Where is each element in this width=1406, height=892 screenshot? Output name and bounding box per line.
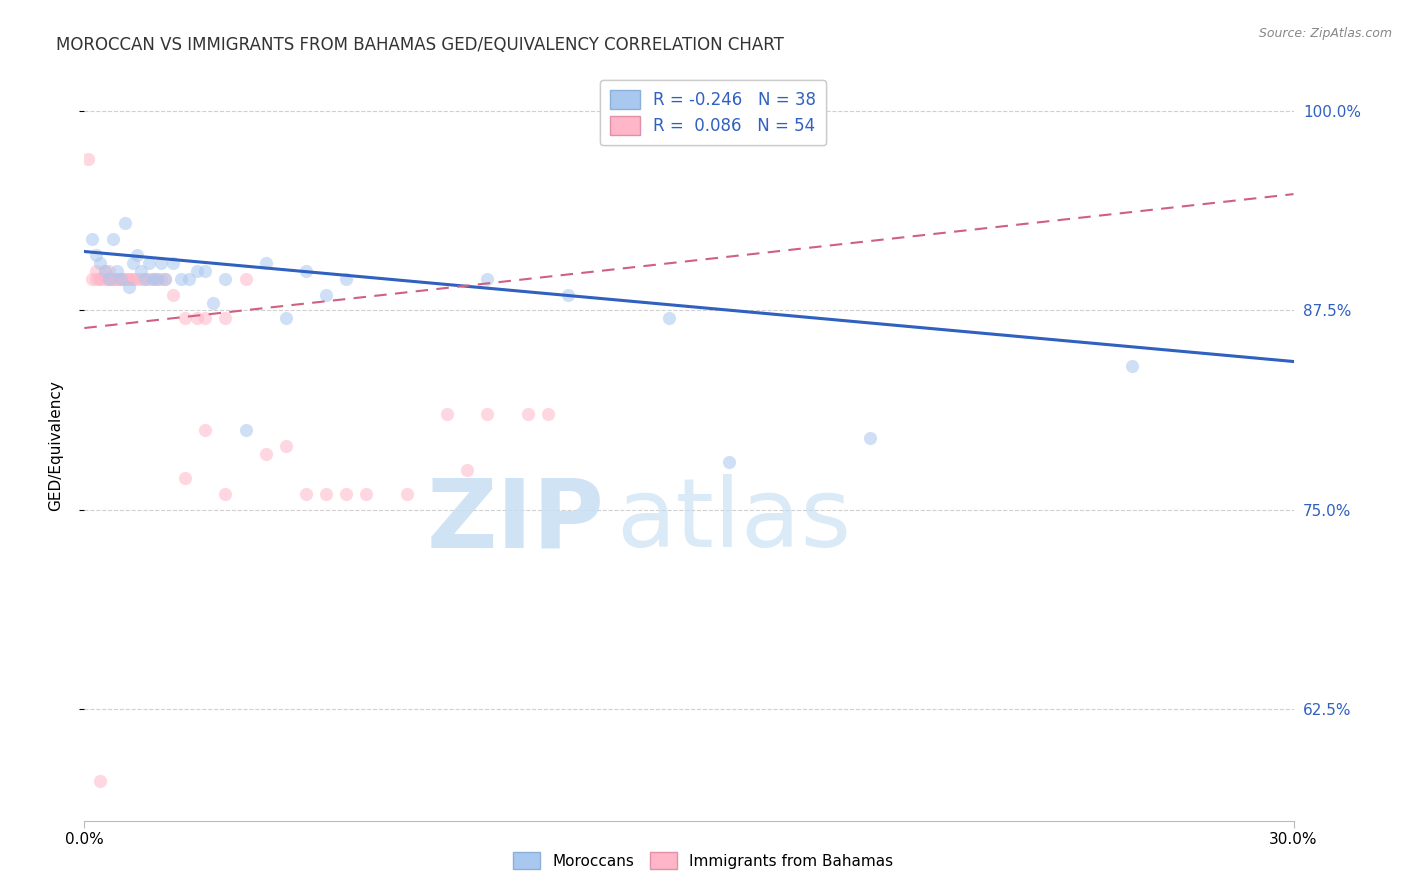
Point	[174, 311, 197, 326]
Point	[356, 487, 378, 501]
Point	[214, 271, 236, 285]
Point	[395, 487, 418, 501]
Point	[235, 271, 257, 285]
Point	[274, 311, 297, 326]
Point	[105, 271, 128, 285]
Point	[456, 463, 478, 477]
Point	[129, 271, 152, 285]
Point	[89, 773, 111, 788]
Point	[194, 263, 217, 277]
Point	[114, 271, 136, 285]
Point	[194, 311, 217, 326]
Point	[93, 263, 115, 277]
Point	[254, 447, 277, 461]
Point	[82, 271, 104, 285]
Point	[186, 311, 208, 326]
Point	[82, 232, 104, 246]
Point	[129, 263, 152, 277]
Point	[146, 271, 169, 285]
Point	[202, 295, 225, 310]
Point	[93, 263, 115, 277]
Legend: R = -0.246   N = 38, R =  0.086   N = 54: R = -0.246 N = 38, R = 0.086 N = 54	[600, 79, 827, 145]
Point	[86, 263, 108, 277]
Point	[537, 407, 560, 421]
Text: atlas: atlas	[616, 475, 852, 567]
Point	[516, 407, 538, 421]
Point	[97, 271, 120, 285]
Point	[335, 487, 357, 501]
Point	[110, 271, 132, 285]
Point	[121, 271, 143, 285]
Point	[125, 271, 148, 285]
Point	[295, 487, 318, 501]
Point	[179, 271, 201, 285]
Point	[214, 311, 236, 326]
Point	[149, 271, 172, 285]
Point	[436, 407, 458, 421]
Point	[186, 263, 208, 277]
Point	[295, 263, 318, 277]
Point	[114, 271, 136, 285]
Text: ZIP: ZIP	[426, 475, 605, 567]
Point	[105, 263, 128, 277]
Point	[477, 271, 499, 285]
Point	[134, 271, 156, 285]
Point	[859, 431, 882, 445]
Point	[254, 255, 277, 269]
Point	[118, 279, 141, 293]
Text: MOROCCAN VS IMMIGRANTS FROM BAHAMAS GED/EQUIVALENCY CORRELATION CHART: MOROCCAN VS IMMIGRANTS FROM BAHAMAS GED/…	[56, 36, 785, 54]
Point	[86, 248, 108, 262]
Point	[142, 271, 165, 285]
Point	[121, 255, 143, 269]
Point	[153, 271, 176, 285]
Y-axis label: GED/Equivalency: GED/Equivalency	[49, 381, 63, 511]
Point	[97, 263, 120, 277]
Point	[153, 271, 176, 285]
Point	[77, 152, 100, 166]
Point	[86, 271, 108, 285]
Point	[93, 271, 115, 285]
Point	[118, 271, 141, 285]
Point	[118, 271, 141, 285]
Point	[89, 271, 111, 285]
Point	[101, 232, 124, 246]
Point	[114, 216, 136, 230]
Point	[101, 271, 124, 285]
Point	[146, 271, 169, 285]
Point	[162, 255, 184, 269]
Point	[125, 248, 148, 262]
Point	[315, 487, 337, 501]
Point	[121, 271, 143, 285]
Point	[477, 407, 499, 421]
Point	[138, 271, 160, 285]
Point	[274, 439, 297, 453]
Point	[335, 271, 357, 285]
Point	[110, 271, 132, 285]
Point	[194, 423, 217, 437]
Point	[214, 487, 236, 501]
Point	[97, 271, 120, 285]
Point	[1121, 359, 1143, 374]
Point	[315, 287, 337, 301]
Text: Source: ZipAtlas.com: Source: ZipAtlas.com	[1258, 27, 1392, 40]
Point	[101, 271, 124, 285]
Point	[718, 455, 741, 469]
Point	[138, 255, 160, 269]
Legend: Moroccans, Immigrants from Bahamas: Moroccans, Immigrants from Bahamas	[506, 846, 900, 875]
Point	[134, 271, 156, 285]
Point	[110, 271, 132, 285]
Point	[235, 423, 257, 437]
Point	[149, 255, 172, 269]
Point	[162, 287, 184, 301]
Point	[89, 255, 111, 269]
Point	[89, 271, 111, 285]
Point	[170, 271, 193, 285]
Point	[97, 271, 120, 285]
Point	[658, 311, 681, 326]
Point	[105, 271, 128, 285]
Point	[174, 471, 197, 485]
Point	[557, 287, 579, 301]
Point	[101, 271, 124, 285]
Point	[142, 271, 165, 285]
